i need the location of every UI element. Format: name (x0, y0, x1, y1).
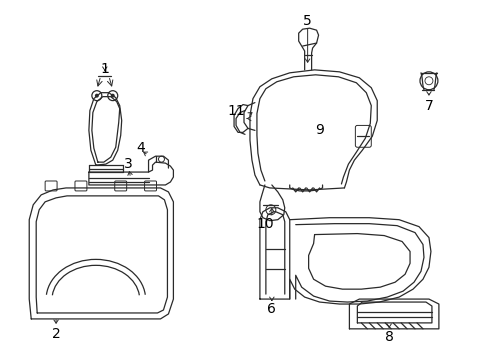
Text: 11: 11 (227, 104, 244, 118)
Text: 9: 9 (314, 123, 324, 138)
Text: 6: 6 (267, 302, 276, 316)
Text: 3: 3 (124, 157, 133, 171)
Text: 1: 1 (100, 62, 109, 76)
Text: 5: 5 (303, 14, 311, 28)
Text: 8: 8 (384, 330, 393, 344)
Text: 10: 10 (256, 217, 273, 231)
Text: 4: 4 (136, 141, 144, 155)
Circle shape (95, 94, 99, 98)
Text: 7: 7 (424, 99, 432, 113)
Text: 2: 2 (52, 327, 61, 341)
Circle shape (111, 94, 115, 98)
